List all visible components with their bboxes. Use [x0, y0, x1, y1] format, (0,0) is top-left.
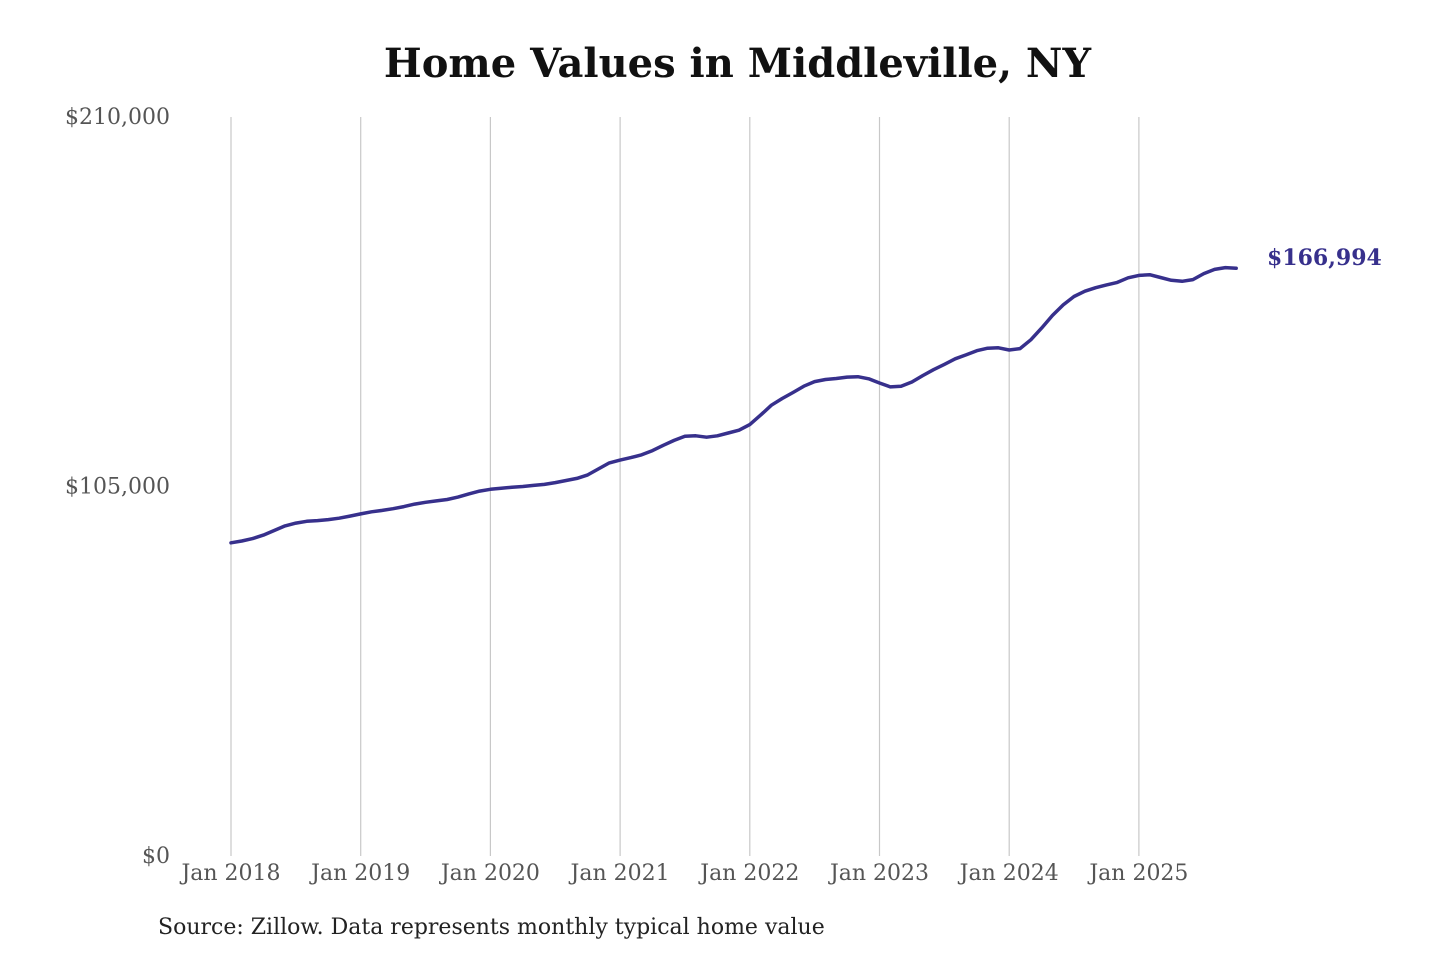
y-tick-label: $105,000	[65, 475, 170, 500]
chart-title: Home Values in Middleville, NY	[383, 40, 1092, 87]
source-note: Source: Zillow. Data represents monthly …	[158, 915, 825, 940]
x-tick-label: Jan 2024	[958, 861, 1059, 886]
y-tick-label: $210,000	[65, 105, 170, 130]
gridlines	[230, 117, 1140, 856]
x-tick-label: Jan 2023	[828, 861, 929, 886]
x-tick-label: Jan 2020	[439, 861, 540, 886]
y-axis-ticks: $0 $105,000 $210,000	[65, 105, 170, 869]
x-axis-ticks: Jan 2018 Jan 2019 Jan 2020 Jan 2021 Jan 2022…	[179, 861, 1188, 886]
x-tick-label: Jan 2021	[569, 861, 670, 886]
x-tick-label: Jan 2018	[179, 861, 280, 886]
end-value-label: $166,994	[1267, 245, 1382, 271]
series-line-group	[229, 265, 1238, 545]
x-tick-label: Jan 2022	[698, 861, 799, 886]
x-tick-label: Jan 2019	[309, 861, 410, 886]
x-tick-label: Jan 2025	[1087, 861, 1188, 886]
series-line	[229, 265, 1238, 545]
y-tick-label: $0	[142, 844, 170, 869]
